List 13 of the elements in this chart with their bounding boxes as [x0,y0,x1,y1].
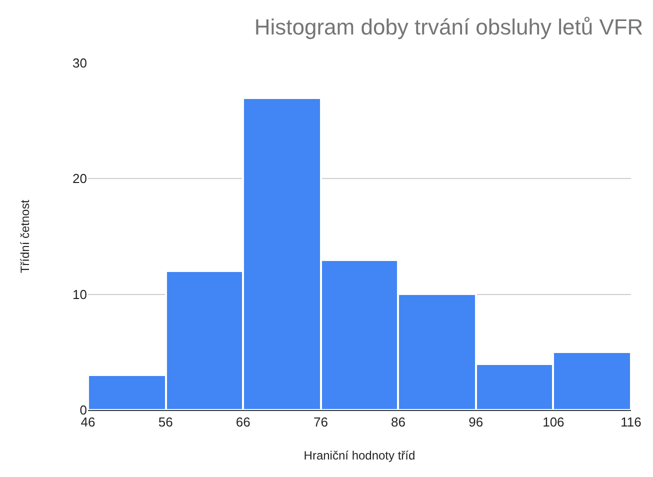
x-tick-label: 116 [620,414,642,430]
y-axis-title: Třídní četnost [18,199,32,274]
x-tick-label: 76 [313,414,328,430]
x-axis-title: Hraniční hodnoty tříd [304,448,416,462]
x-tick-label: 86 [391,414,406,430]
x-tick-label: 56 [158,414,173,430]
x-tick-label: 106 [542,414,564,430]
x-tick-label: 66 [236,414,250,430]
y-tick-label: 30 [72,56,87,71]
y-tick-label: 20 [72,171,87,186]
chart-title: Histogram doby trvání obsluhy letů VFR [254,14,644,40]
x-tick-label: 96 [468,414,484,430]
y-tick-label: 10 [72,286,87,302]
